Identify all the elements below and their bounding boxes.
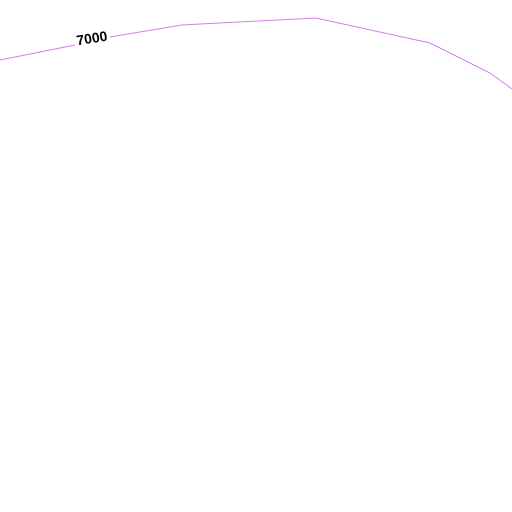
- contour-label: 7000: [75, 28, 108, 49]
- contour-line: [109, 17, 512, 90]
- contour-line: [0, 44, 76, 61]
